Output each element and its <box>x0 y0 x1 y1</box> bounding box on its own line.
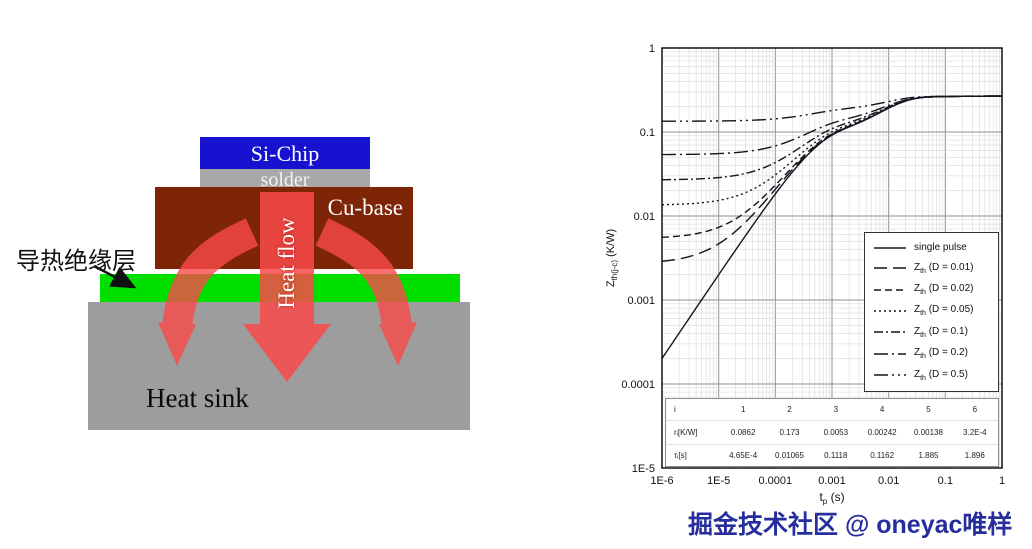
y-tick-label: 1 <box>649 43 655 55</box>
legend-label: Zth (D = 0.02) <box>914 283 974 297</box>
x-tick-label: 1E-5 <box>707 475 730 487</box>
table-cell: 0.01065 <box>775 450 804 460</box>
foster-parameter-table: i 1 2 3 4 5 6 rᵢ[K/W] 0.0862 0.173 0.0053 0.00242 0.… <box>665 398 999 467</box>
chart-legend: single pulse Zth (D = 0.01) Zth (D = 0.02)… <box>864 232 999 392</box>
x-tick-label: 1E-6 <box>650 475 673 487</box>
red-heat-arrows <box>158 192 417 382</box>
watermark: 掘金技术社区 @ oneyac唯样 <box>688 511 1013 539</box>
x-tick-label: 0.1 <box>938 475 953 487</box>
legend-item: Zth (D = 0.01) <box>872 262 991 275</box>
table-cell: 1.885 <box>918 450 939 460</box>
zth-chart: 1E-6 1E-5 0.0001 0.001 0.01 0.1 1 1 0.1 0.01 0.001… <box>600 30 1030 520</box>
legend-item: single pulse <box>872 242 991 253</box>
legend-item: Zth (D = 0.5) <box>872 369 991 382</box>
si-chip-label: Si-Chip <box>250 140 320 166</box>
zth-curve <box>661 95 1002 181</box>
y-tick-label: 0.01 <box>634 211 655 223</box>
heat-sink-label: Heat sink <box>146 383 249 413</box>
x-tick-label: 0.01 <box>878 475 899 487</box>
table-cell: 6 <box>951 399 998 422</box>
si-chip-layer: Si-Chip <box>200 137 370 170</box>
x-tick-label: 1 <box>999 475 1005 487</box>
legend-item: Zth (D = 0.02) <box>872 283 991 296</box>
legend-item: Zth (D = 0.1) <box>872 326 991 339</box>
table-cell: 0.00138 <box>905 420 952 445</box>
legend-line-sample <box>874 353 906 355</box>
table-row: rᵢ[K/W] 0.0862 0.173 0.0053 0.00242 0.00138 3.… <box>666 420 998 445</box>
table-cell: 0.0862 <box>720 420 767 445</box>
legend-line-sample <box>874 374 906 376</box>
table-cell: 0.00242 <box>858 420 906 445</box>
legend-line-sample <box>874 331 906 334</box>
table-cell: 3.2E-4 <box>951 420 998 445</box>
insulation-label: 导热绝缘层 <box>16 249 136 275</box>
solder-label: solder <box>260 168 310 191</box>
x-tick-label: 0.001 <box>818 475 846 487</box>
package-diagram: Si-Chip solder Cu-base Heat sink <box>16 137 470 430</box>
heat-flow-arrows <box>93 192 417 382</box>
x-axis-label: tp (s) <box>819 490 844 506</box>
cu-base-label: Cu-base <box>327 195 403 220</box>
table-cell: 0.0053 <box>812 420 859 445</box>
solder-layer: solder <box>200 169 370 191</box>
table-cell: 1.896 <box>964 450 985 460</box>
legend-label: Zth (D = 0.1) <box>914 325 968 339</box>
chart-canvas: 1E-6 1E-5 0.0001 0.001 0.01 0.1 110.10.010.001… <box>605 43 1005 506</box>
x-tick-label: 0.0001 <box>758 475 792 487</box>
y-tick-label: 0.001 <box>627 295 655 307</box>
legend-line-sample <box>874 310 906 312</box>
legend-label: Zth (D = 0.2) <box>914 347 968 361</box>
legend-label: single pulse <box>914 242 967 254</box>
insulation-pointer-arrow <box>93 264 137 289</box>
plot-border <box>661 47 1003 469</box>
legend-label: Zth (D = 0.5) <box>914 368 968 382</box>
table-cell: 5 <box>905 399 952 422</box>
table-cell: 3 <box>812 399 859 422</box>
table-cell: i <box>666 399 720 422</box>
table-cell: 0.1118 <box>824 450 848 460</box>
legend-label: Zth (D = 0.05) <box>914 304 974 318</box>
table-cell: 0.1162 <box>870 450 895 460</box>
legend-line-sample <box>874 267 906 269</box>
table-cell: 4 <box>858 399 906 422</box>
y-tick-label: 1E-5 <box>632 463 655 475</box>
table-cell: τᵢ[s] <box>674 450 687 460</box>
y-tick-label: 0.1 <box>640 127 655 139</box>
table-row: τᵢ[s] 4.65E-4 0.01065 0.1118 0.1162 1.885 1.89… <box>666 444 998 466</box>
table-cell: 1 <box>720 399 767 422</box>
legend-line-sample <box>874 288 906 291</box>
legend-item: Zth (D = 0.2) <box>872 347 991 360</box>
zth-curve <box>661 95 1003 156</box>
legend-line-sample <box>874 247 906 249</box>
legend-item: Zth (D = 0.05) <box>872 304 991 317</box>
heat-flow-label: Heat flow <box>274 217 299 309</box>
y-tick-label: 0.0001 <box>621 379 655 391</box>
legend-label: Zth (D = 0.01) <box>914 261 974 275</box>
table-cell: 0.173 <box>766 420 813 445</box>
foster-table: i 1 2 3 4 5 6 rᵢ[K/W] 0.0862 0.173 0.0053 0.00242 0.… <box>666 399 998 466</box>
zth-curve <box>661 95 1002 263</box>
zth-curve <box>661 95 1002 239</box>
table-cell: 2 <box>766 399 813 422</box>
y-axis-label: Zth(j-c) (K/W) <box>605 229 619 287</box>
table-cell: 4.65E-4 <box>729 450 758 460</box>
table-cell: rᵢ[K/W] <box>666 420 720 445</box>
